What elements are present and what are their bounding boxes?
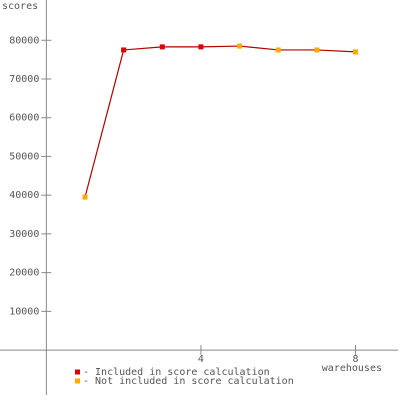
point: [275, 47, 281, 53]
y-tick-label: 10000: [9, 306, 39, 317]
y-tick-label: 70000: [9, 74, 39, 85]
line: [84, 45, 356, 198]
legend-label: - Not included in score calculation: [83, 376, 294, 387]
y-tick-label: 40000: [9, 190, 39, 201]
point: [121, 47, 127, 53]
y-tick-label: 20000: [9, 268, 39, 279]
point: [237, 43, 243, 49]
y-tick-label: 50000: [9, 151, 39, 162]
legend-swatch: [75, 378, 80, 384]
legend-swatch: [75, 369, 80, 375]
y-tick-label: 30000: [9, 229, 39, 240]
legend-label: - Included in score calculation: [83, 367, 270, 378]
point: [198, 44, 204, 50]
y-tick-label: 60000: [9, 113, 39, 124]
x-tick-label: 4: [198, 354, 204, 365]
x-axis-label: warehouses: [322, 363, 382, 374]
point: [352, 49, 358, 55]
y-tick-label: 80000: [9, 35, 39, 46]
point: [82, 194, 88, 200]
point: [159, 44, 165, 50]
x-tick-label: 8: [352, 354, 358, 365]
point: [314, 47, 320, 53]
y-axis-label: scores: [2, 1, 38, 12]
